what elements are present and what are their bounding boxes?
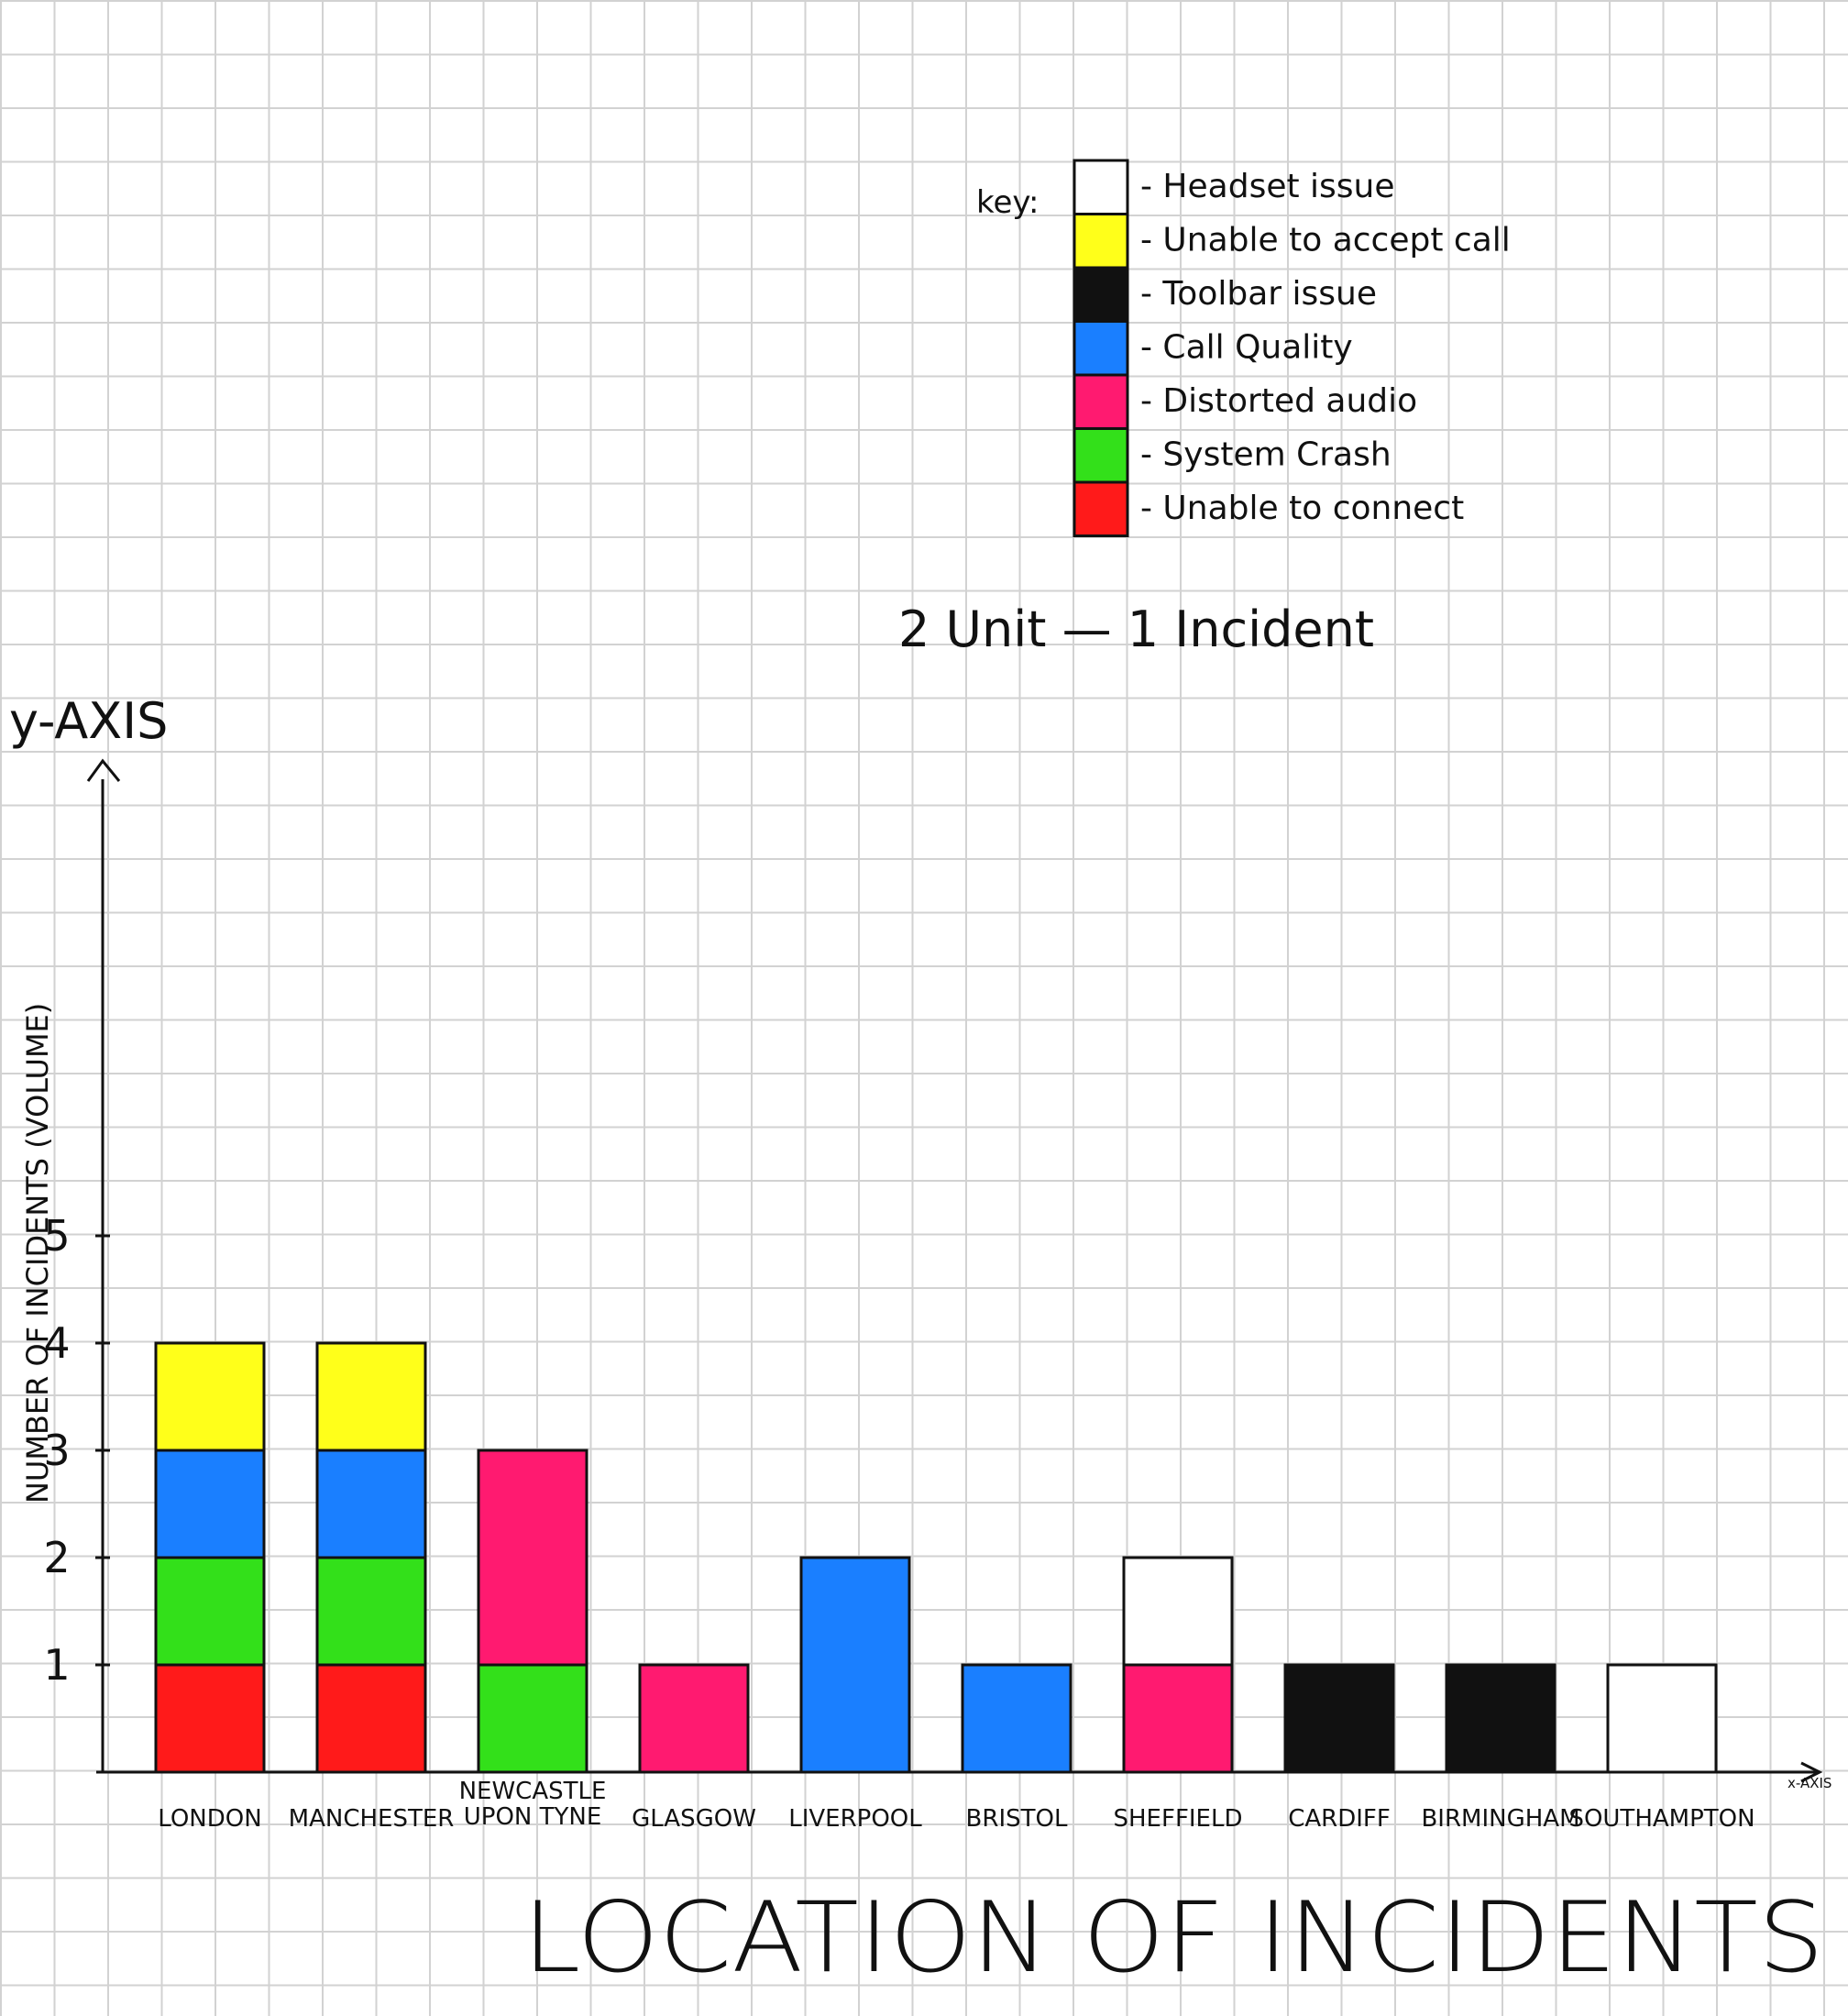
- bar-birmingham-toolbar-issue: [1445, 1663, 1556, 1774]
- legend-swatch-unable-to-accept-call: [1072, 213, 1129, 270]
- bar-london-unable-to-accept-call: [154, 1341, 266, 1452]
- y-ticks: 1 2 3 4 5: [43, 1211, 110, 1690]
- x-tick-label-liverpool: LIVERPOOL: [788, 1805, 922, 1833]
- legend-swatch-headset-issue: [1072, 159, 1129, 215]
- legend-label-system-crash: - System Crash: [1140, 436, 1392, 474]
- x-tick-label-glasgow: GLASGOW: [632, 1805, 756, 1833]
- bar-bristol-call-quality: [961, 1663, 1072, 1774]
- bar-manchester-unable-to-accept-call: [315, 1341, 427, 1452]
- x-tick-label-newcastle-upon-tyne: NEWCASTLE UPON TYNE: [459, 1778, 607, 1831]
- legend-swatch-toolbar-issue: [1072, 266, 1129, 323]
- x-axis-name: x-AXIS: [1788, 1775, 1832, 1791]
- bar-london-call-quality: [154, 1449, 266, 1559]
- bar-glasgow-distorted-audio: [638, 1663, 750, 1774]
- bar-manchester-call-quality: [315, 1449, 427, 1559]
- legend-label-distorted-audio: - Distorted audio: [1140, 382, 1417, 420]
- legend-swatch-distorted-audio: [1072, 373, 1129, 430]
- legend-label-unable-to-connect: - Unable to connect: [1140, 490, 1464, 527]
- bar-manchester-unable-to-connect: [315, 1663, 427, 1774]
- legend-key-label: key:: [976, 184, 1040, 221]
- y-tick-label: 5: [43, 1211, 70, 1261]
- legend-swatch-system-crash: [1072, 427, 1129, 484]
- bars: [154, 1341, 1718, 1774]
- bar-newcastle-upon-tyne-system-crash: [477, 1663, 588, 1774]
- bar-sheffield-distorted-audio: [1122, 1663, 1234, 1774]
- x-axis-arrow: [1800, 1761, 1823, 1783]
- x-tick-label-sheffield: SHEFFIELD: [1114, 1805, 1243, 1833]
- legend-label-headset-issue: - Headset issue: [1140, 168, 1395, 205]
- bar-london-unable-to-connect: [154, 1663, 266, 1774]
- legend-label-unable-to-accept-call: - Unable to accept call: [1140, 222, 1511, 259]
- bar-newcastle-upon-tyne-distorted-audio: [477, 1449, 588, 1667]
- legend-swatch-call-quality: [1072, 320, 1129, 377]
- y-tick-label: 4: [43, 1318, 70, 1368]
- bar-cardiff-toolbar-issue: [1283, 1663, 1395, 1774]
- bar-manchester-system-crash: [315, 1556, 427, 1667]
- y-axis-arrow: [86, 758, 121, 782]
- scale-note: 2 Unit — 1 Incident: [898, 600, 1374, 658]
- x-tick-label-london: LONDON: [158, 1805, 261, 1833]
- y-tick-label: 2: [43, 1533, 70, 1582]
- y-axis-name: y-AXIS: [9, 692, 168, 750]
- bar-southampton-headset-issue: [1606, 1663, 1718, 1774]
- y-tick-label: 1: [43, 1640, 70, 1690]
- legend-swatch-unable-to-connect: [1072, 480, 1129, 537]
- x-tick-label-southampton: SOUTHAMPTON: [1568, 1805, 1754, 1833]
- x-tick-label-bristol: BRISTOL: [966, 1805, 1068, 1833]
- y-axis-label: NUMBER OF INCIDENTS (VOLUME): [20, 1003, 55, 1504]
- bar-london-system-crash: [154, 1556, 266, 1667]
- x-tick-label-cardiff: CARDIFF: [1288, 1805, 1391, 1833]
- x-tick-label-manchester: MANCHESTER: [289, 1805, 455, 1833]
- bar-sheffield-headset-issue: [1122, 1556, 1234, 1667]
- chart-title: LOCATION OF INCIDENTS: [522, 1881, 1824, 1994]
- bar-liverpool-call-quality: [799, 1556, 911, 1774]
- legend-label-call-quality: - Call Quality: [1140, 329, 1353, 367]
- y-tick-label: 3: [43, 1426, 70, 1475]
- legend: key: - Headset issue - Unable to accept c…: [976, 159, 1511, 537]
- legend-label-toolbar-issue: - Toolbar issue: [1140, 275, 1377, 313]
- x-tick-label-birmingham: BIRMINGHAM: [1421, 1805, 1579, 1833]
